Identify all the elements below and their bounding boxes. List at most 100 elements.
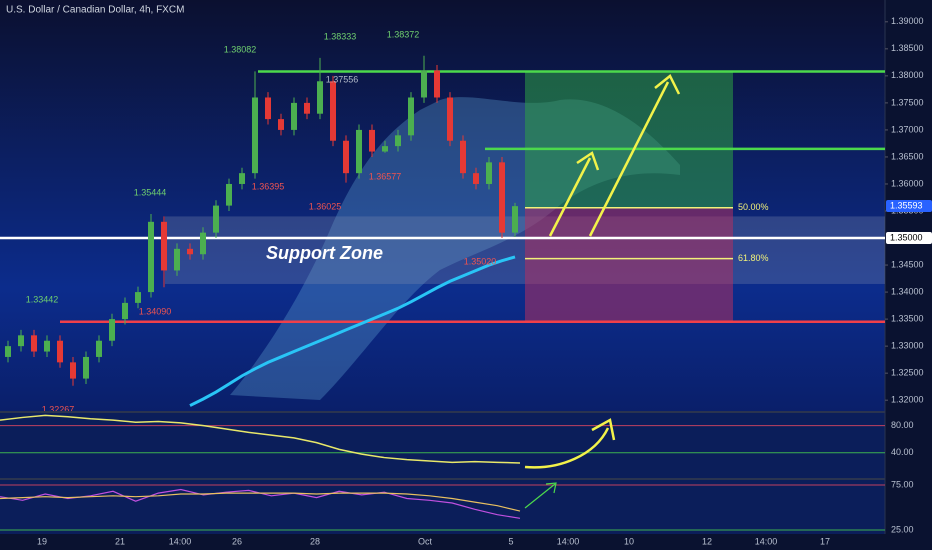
candle-body [213, 205, 219, 233]
x-tick-label: 17 [820, 536, 830, 546]
candle-body [356, 129, 362, 174]
osc-tick-label: 25.00 [891, 524, 914, 534]
candle-body [239, 173, 245, 184]
support-zone-label: Support Zone [266, 243, 383, 263]
price-tag [886, 199, 932, 212]
x-tick-label: 14:00 [755, 536, 778, 546]
price-annotation: 1.34090 [139, 306, 172, 316]
candle-body [408, 97, 414, 136]
price-annotation: 1.38082 [224, 44, 257, 54]
y-tick-label: 1.32500 [891, 368, 924, 378]
y-tick-label: 1.37000 [891, 124, 924, 134]
arrow [524, 427, 610, 469]
y-tick-label: 1.36500 [891, 151, 924, 161]
x-tick-label: 21 [115, 536, 125, 546]
candle-body [31, 335, 37, 352]
x-tick-label: 14:00 [169, 536, 192, 546]
candle-body [252, 97, 258, 174]
arrow-green [524, 482, 557, 509]
candle-body [343, 140, 349, 174]
price-tag-label: 1.35593 [890, 200, 923, 210]
price-tag [886, 232, 932, 245]
osc-line [0, 492, 521, 512]
arrows [524, 74, 681, 469]
candle-body [447, 97, 453, 141]
candle-body [148, 221, 154, 293]
stop-box [525, 207, 733, 322]
chart-title: U.S. Dollar / Canadian Dollar, 4h, FXCM [6, 5, 184, 16]
candle-body [5, 346, 11, 357]
main-pane [0, 0, 885, 411]
y-tick-label: 1.34500 [891, 259, 924, 269]
candle-body [161, 221, 167, 271]
arrow-head [591, 418, 616, 441]
arrow [524, 483, 556, 509]
candle-body [512, 206, 518, 233]
candle-body [226, 183, 232, 206]
candle-body [304, 102, 310, 114]
price-annotation: 1.33442 [26, 294, 59, 304]
candle-body [18, 335, 24, 347]
price-annotation: 1.35020 [464, 256, 497, 266]
price-axis [885, 0, 932, 550]
y-tick-label: 1.39000 [891, 16, 924, 26]
candle-body [70, 362, 76, 379]
price-annotation: 1.36395 [252, 181, 285, 191]
price-annotation: 1.36577 [369, 171, 402, 181]
candle-body [473, 173, 479, 184]
osc2-pane [0, 480, 885, 534]
y-tick-label: 1.38000 [891, 70, 924, 80]
y-tick-label: 1.33000 [891, 341, 924, 351]
candle-body [265, 97, 271, 120]
y-tick-label: 1.36000 [891, 178, 924, 188]
candle-body [499, 162, 505, 233]
arrow [588, 81, 670, 237]
candle-body [486, 162, 492, 184]
x-tick-label: 12 [702, 536, 712, 546]
arrow-head [654, 74, 681, 95]
y-tick-label: 1.38500 [891, 43, 924, 53]
candle-body [44, 340, 50, 352]
candle-body [330, 81, 336, 141]
candle-body [135, 292, 141, 303]
candle-body [174, 248, 180, 271]
x-tick-label: 5 [508, 536, 513, 546]
candle-body [317, 81, 323, 114]
x-tick-label: 19 [37, 536, 47, 546]
price-annotation: 1.36025 [309, 201, 342, 211]
candle-body [395, 135, 401, 147]
y-tick-label: 1.37500 [891, 97, 924, 107]
candle-body [421, 70, 427, 98]
price-tag-label: 1.35000 [890, 232, 923, 242]
price-annotation: 1.32267 [42, 404, 75, 414]
candle-body [96, 340, 102, 357]
arrow [548, 157, 592, 237]
candle-body [434, 70, 440, 98]
candle-body [278, 119, 284, 130]
osc-line [0, 414, 521, 464]
candle-body [83, 356, 89, 379]
price-annotation: 1.37556 [326, 74, 359, 84]
price-annotation: 1.38333 [324, 31, 357, 41]
candle-body [57, 340, 63, 363]
price-annotation: 1.35444 [134, 187, 167, 197]
y-tick-label: 1.34000 [891, 286, 924, 296]
x-tick-label: 14:00 [557, 536, 580, 546]
fib-label: 61.80% [738, 253, 769, 263]
osc-tick-label: 40.00 [891, 447, 914, 457]
osc-tick-label: 75.00 [891, 479, 914, 489]
fib-label: 50.00% [738, 202, 769, 212]
y-tick-label: 1.33500 [891, 313, 924, 323]
candle-body [369, 129, 375, 152]
x-tick-label: 26 [232, 536, 242, 546]
x-tick-label: Oct [418, 536, 433, 546]
price-annotation: 1.38372 [387, 29, 420, 39]
y-tick-label: 1.32000 [891, 395, 924, 405]
x-tick-label: 10 [624, 536, 634, 546]
osc-tick-label: 80.00 [891, 420, 914, 430]
candle-body [291, 102, 297, 130]
candle-body [460, 140, 466, 174]
target-box [525, 71, 733, 208]
time-axis [0, 534, 885, 550]
